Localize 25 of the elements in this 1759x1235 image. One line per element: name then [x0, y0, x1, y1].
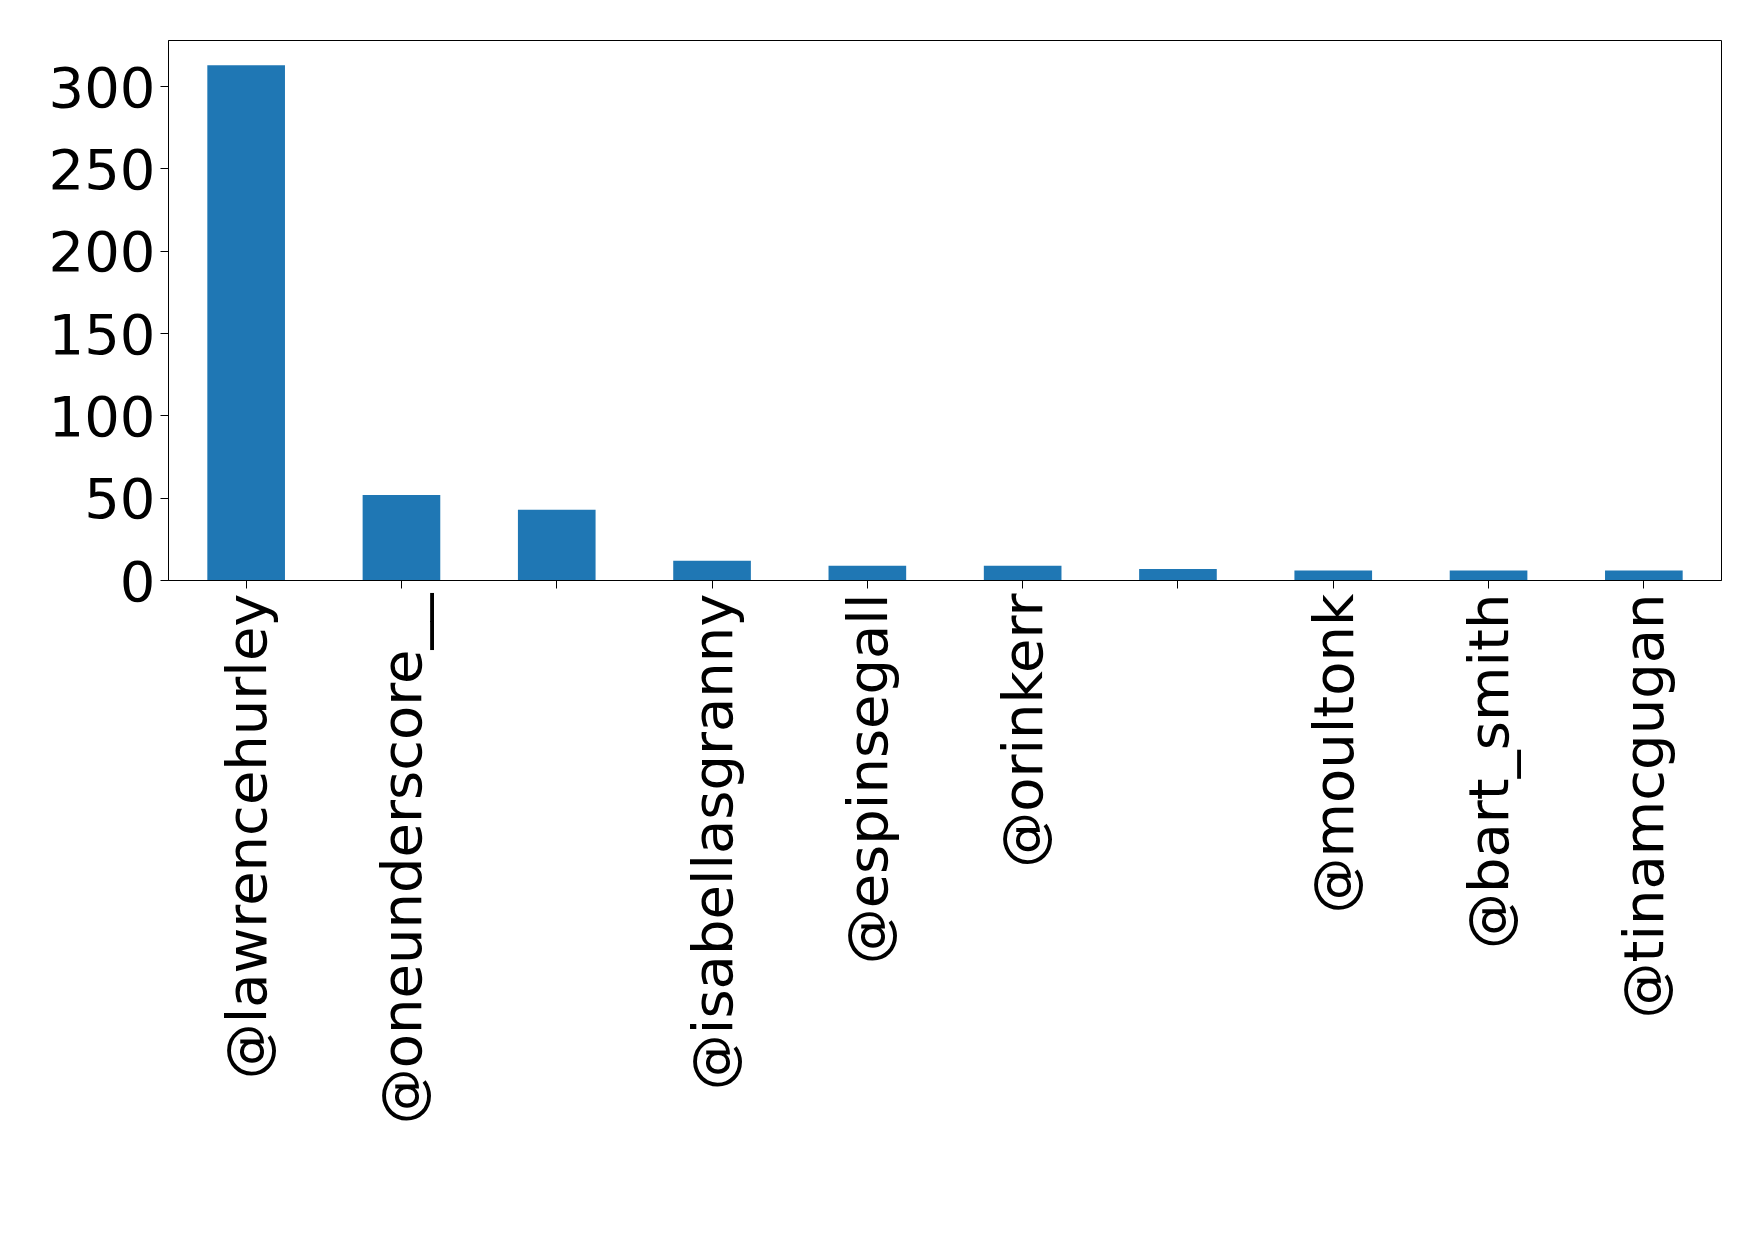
bar — [1605, 570, 1683, 581]
x-tick-label: @bart_smith — [1456, 593, 1522, 950]
y-tick-label: 0 — [119, 548, 156, 614]
bar — [828, 565, 907, 581]
bar — [207, 65, 285, 581]
x-tick-label: @oneunderscore__ — [368, 592, 434, 1125]
x-tick-label: @moultonk — [1300, 592, 1366, 914]
y-tick-label: 100 — [48, 383, 156, 449]
bar — [517, 509, 596, 581]
y-tick-label: 250 — [48, 136, 156, 202]
y-tick-label: 200 — [48, 219, 156, 285]
y-tick-label: 300 — [48, 54, 156, 120]
bar — [983, 565, 1062, 581]
y-tick-label: 50 — [84, 466, 156, 532]
bar — [1294, 570, 1373, 581]
bar — [1449, 570, 1528, 581]
x-tick-label: @lawrencehurley — [213, 593, 279, 1080]
x-tick-label: @espinsegall — [834, 593, 900, 965]
bar — [1139, 568, 1217, 581]
bar — [362, 494, 441, 581]
x-tick-label: @orinkerr — [990, 592, 1056, 868]
x-tick-label: @isabellasgranny — [679, 593, 745, 1091]
y-tick-label: 150 — [48, 301, 156, 367]
x-tick-label: @tinamcgugan — [1611, 593, 1677, 1019]
bar — [673, 560, 751, 581]
